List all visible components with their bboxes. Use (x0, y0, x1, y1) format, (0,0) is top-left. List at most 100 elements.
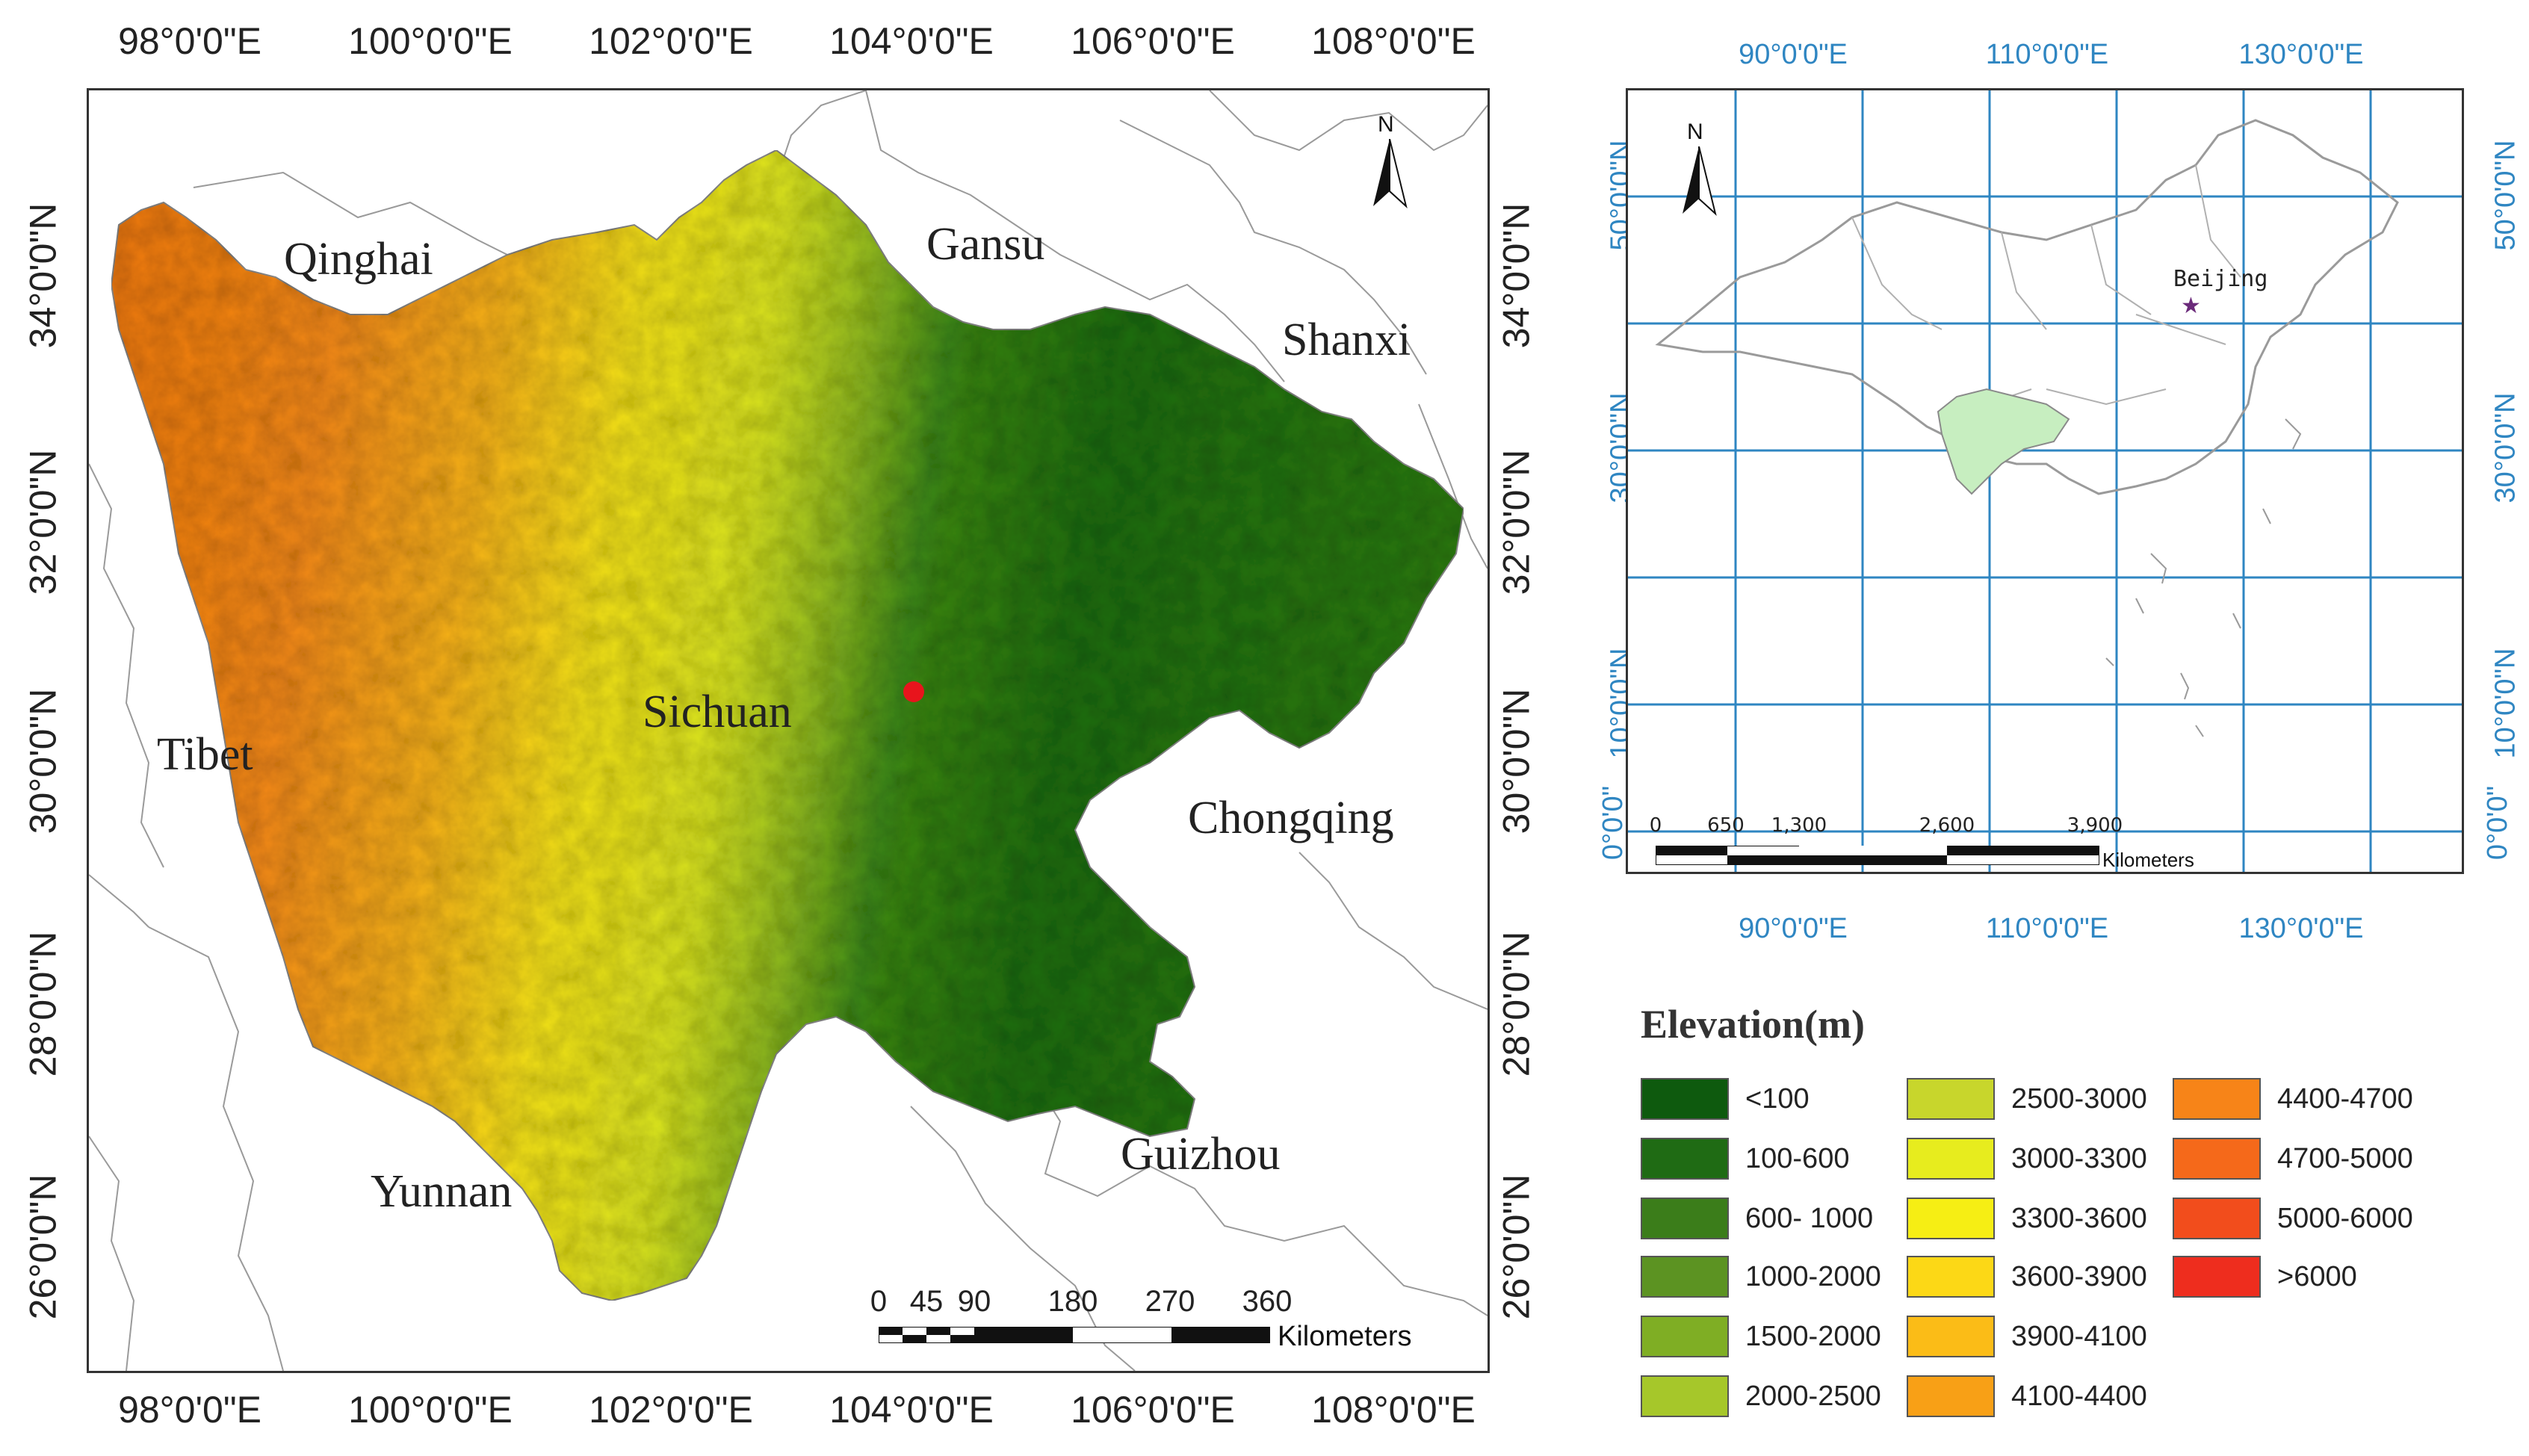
sichuan-highlight (1937, 388, 2070, 495)
elevation-legend: Elevation(m) <100 100-600 600- 1000 1000… (1641, 1001, 2522, 1434)
legend-label: >6000 (2277, 1260, 2357, 1292)
inset-right-lat-30: 30°0'0"N (2489, 392, 2522, 504)
legend-swatch-13 (2173, 1138, 2261, 1180)
legend-label: 2000-2500 (1745, 1380, 1881, 1412)
label-qinghai: Qinghai (284, 234, 433, 285)
legend-swatch-4 (1641, 1316, 1729, 1357)
main-left-lat-32: 32°0'0"N (22, 449, 64, 595)
main-right-lat-28: 28°0'0"N (1495, 931, 1538, 1077)
inset-right-lat-0: 0°0'0" (2482, 785, 2514, 861)
legend-item: 1000-2000 (1641, 1254, 1881, 1300)
main-left-lat-34: 34°0'0"N (22, 202, 64, 349)
legend-item: 100-600 (1641, 1136, 1849, 1182)
label-sichuan: Sichuan (643, 687, 792, 737)
main-scale-tick: 180 (1047, 1285, 1098, 1318)
legend-swatch-1 (1641, 1138, 1729, 1180)
legend-item: 4100-4400 (1907, 1373, 2147, 1419)
legend-item: 3600-3900 (1907, 1254, 2147, 1300)
main-bottom-lon-98: 98°0'0"E (118, 1389, 261, 1431)
main-scale-tick: 360 (1242, 1285, 1293, 1318)
main-map: 98°0'0"E 100°0'0"E 102°0'0"E 104°0'0"E 1… (22, 20, 1537, 1431)
legend-item: 4400-4700 (2173, 1076, 2413, 1122)
main-top-lon-106: 106°0'0"E (1071, 20, 1235, 62)
main-scale-unit: Kilometers (1278, 1321, 1412, 1352)
legend-swatch-3 (1641, 1256, 1729, 1298)
legend-label: 2500-3000 (2011, 1082, 2147, 1115)
legend-swatch-7 (1907, 1138, 1995, 1180)
legend-label: 3000-3300 (2011, 1142, 2147, 1174)
legend-item: 3900-4100 (1907, 1313, 2147, 1360)
legend-item: 3000-3300 (1907, 1136, 2147, 1182)
main-scale-tick: 45 (909, 1285, 944, 1318)
main-left-lat-28: 28°0'0"N (22, 931, 64, 1077)
legend-item: <100 (1641, 1076, 1810, 1122)
label-tibet: Tibet (157, 729, 253, 780)
legend-swatch-12 (2173, 1078, 2261, 1120)
legend-swatch-8 (1907, 1198, 1995, 1239)
legend-item: 4700-5000 (2173, 1136, 2413, 1182)
legend-label: 4400-4700 (2277, 1082, 2413, 1115)
main-bottom-lon-102: 102°0'0"E (589, 1389, 753, 1431)
legend-swatch-15 (2173, 1256, 2261, 1298)
legend-label: 3300-3600 (2011, 1202, 2147, 1234)
inset-bottom-lon-130: 130°0'0"E (2238, 913, 2364, 944)
label-gansu: Gansu (926, 219, 1045, 270)
beijing-label: Beijing (2173, 266, 2268, 292)
inset-bottom-lon-90: 90°0'0"E (1739, 913, 1848, 944)
inset-map: 90°0'0"E 110°0'0"E 130°0'0"E 90°0'0"E 11… (1569, 0, 2529, 944)
main-top-lon-104: 104°0'0"E (829, 20, 994, 62)
beijing-star-icon: ★ (2181, 293, 2201, 319)
inset-top-lon-90: 90°0'0"E (1739, 39, 1848, 70)
main-top-lon-108: 108°0'0"E (1311, 20, 1476, 62)
inset-scale-tick: 2,600 (1919, 814, 1975, 837)
legend-swatch-9 (1907, 1256, 1995, 1298)
main-scale-bar: 0 45 90 180 270 360 Kilometers (870, 1285, 1434, 1352)
label-guizhou: Guizhou (1121, 1129, 1281, 1180)
legend-item: >6000 (2173, 1254, 2357, 1300)
main-north-label: N (1378, 112, 1394, 137)
main-scale-tick: 90 (957, 1285, 991, 1318)
legend-item: 3300-3600 (1907, 1195, 2147, 1242)
inset-right-lat-50: 50°0'0"N (2489, 140, 2522, 251)
inset-scale-tick: 3,900 (2067, 814, 2123, 837)
legend-swatch-11 (1907, 1375, 1995, 1417)
sichuan-elevation-map (89, 90, 1488, 1371)
legend-label: 1000-2000 (1745, 1260, 1881, 1292)
legend-label: <100 (1745, 1082, 1810, 1115)
inset-bottom-lon-110: 110°0'0"E (1985, 913, 2109, 944)
legend-item: 600- 1000 (1641, 1195, 1873, 1242)
inset-top-lon-110: 110°0'0"E (1985, 39, 2109, 70)
main-bottom-lon-100: 100°0'0"E (348, 1389, 513, 1431)
legend-swatch-14 (2173, 1198, 2261, 1239)
main-right-lat-30: 30°0'0"N (1495, 688, 1538, 834)
main-scale-tick: 270 (1145, 1285, 1195, 1318)
inset-left-lat-0: 0°0'0" (1597, 785, 1629, 861)
main-bottom-lon-108: 108°0'0"E (1311, 1389, 1476, 1431)
main-bottom-lon-106: 106°0'0"E (1071, 1389, 1235, 1431)
main-left-lat-30: 30°0'0"N (22, 688, 64, 834)
label-yunnan: Yunnan (371, 1166, 513, 1217)
inset-right-lat-10: 10°0'0"N (2489, 648, 2522, 759)
legend-swatch-0 (1641, 1078, 1729, 1120)
legend-swatch-2 (1641, 1198, 1729, 1239)
main-right-lat-26: 26°0'0"N (1495, 1174, 1538, 1320)
legend-swatch-6 (1907, 1078, 1995, 1120)
legend-title: Elevation(m) (1641, 1002, 1865, 1047)
main-top-lon-102: 102°0'0"E (589, 20, 753, 62)
main-top-lon-100: 100°0'0"E (348, 20, 513, 62)
main-map-frame (87, 88, 1490, 1373)
inset-scale-tick: 1,300 (1771, 814, 1827, 837)
legend-item: 5000-6000 (2173, 1195, 2413, 1242)
inset-north-arrow-icon: N (1677, 120, 1721, 217)
legend-label: 4100-4400 (2011, 1380, 2147, 1412)
main-left-lat-26: 26°0'0"N (22, 1174, 64, 1320)
inset-scale-bar: 0 650 1,300 2,600 3,900 Kilometers (1650, 814, 2194, 874)
main-bottom-lon-104: 104°0'0"E (829, 1389, 994, 1431)
inset-map-frame: ★ Beijing (1626, 88, 2464, 874)
legend-label: 3900-4100 (2011, 1320, 2147, 1352)
legend-label: 1500-2000 (1745, 1320, 1881, 1352)
main-scale-tick: 0 (870, 1285, 888, 1318)
legend-item: 2000-2500 (1641, 1373, 1881, 1419)
legend-item: 1500-2000 (1641, 1313, 1881, 1360)
main-top-lon-98: 98°0'0"E (118, 20, 261, 62)
